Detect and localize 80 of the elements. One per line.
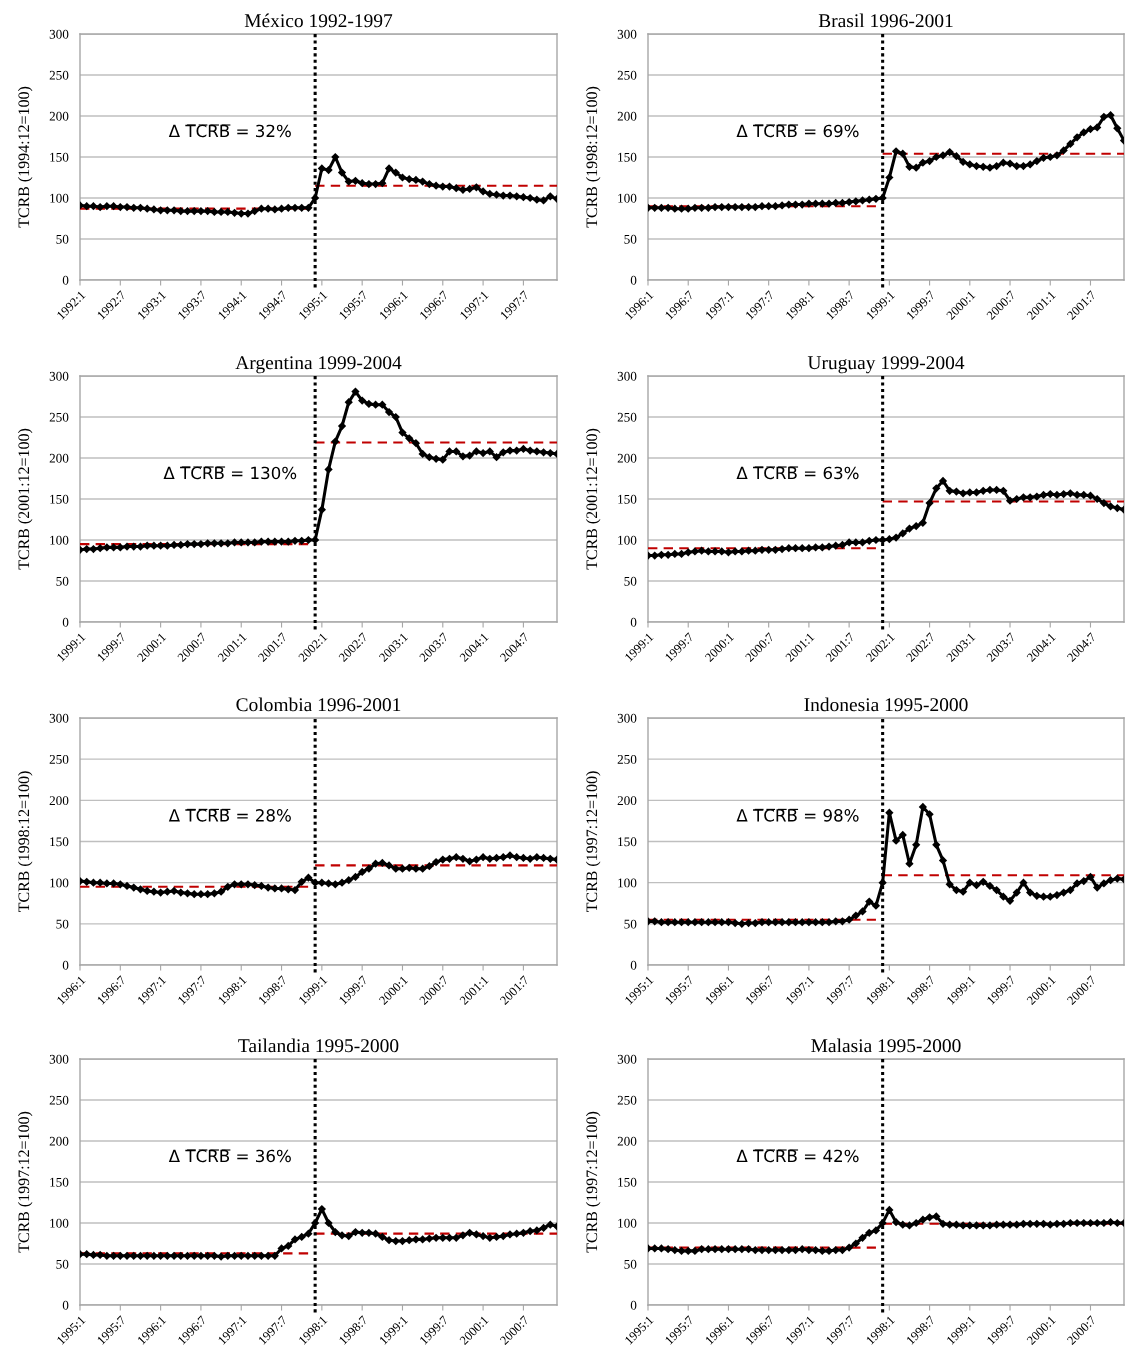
y-tick-label: 300 — [49, 371, 69, 381]
annotation: Δ T̅C̅R̅B̅ = 69% — [736, 124, 859, 138]
y-tick-label: 150 — [618, 1177, 637, 1187]
y-tick-label: 50 — [56, 576, 69, 586]
y-tick-label: 0 — [630, 960, 637, 970]
y-tick-label: 250 — [49, 1095, 69, 1105]
y-tick-label: 150 — [50, 152, 69, 162]
annotation: Δ T̅C̅R̅B̅ = 98% — [736, 808, 859, 822]
y-tick-label: 0 — [62, 1300, 69, 1310]
y-axis-title: TCRB (1998:12=100) — [585, 86, 601, 228]
y-tick-label: 200 — [49, 453, 69, 463]
y-tick-label: 0 — [630, 617, 637, 627]
y-tick-label: 250 — [617, 412, 637, 422]
y-tick-label: 150 — [618, 494, 637, 504]
y-tick-label: 200 — [49, 111, 69, 121]
y-tick-label: 50 — [56, 1259, 69, 1269]
y-tick-label: 0 — [62, 275, 69, 285]
y-tick-label: 300 — [617, 371, 637, 381]
annotation: Δ T̅C̅R̅B̅ = 63% — [736, 466, 859, 480]
y-tick-label: 300 — [49, 29, 69, 39]
annotation: Δ T̅C̅R̅B̅ = 32% — [168, 124, 291, 138]
chart-title: Indonesia 1995-2000 — [804, 697, 968, 712]
chart-title: Tailandia 1995-2000 — [238, 1038, 399, 1053]
y-tick-label: 100 — [50, 535, 69, 545]
y-tick-label: 300 — [617, 1054, 637, 1064]
y-tick-label: 50 — [624, 1259, 637, 1269]
y-tick-label: 200 — [617, 1136, 637, 1146]
y-tick-label: 150 — [50, 494, 69, 504]
y-tick-label: 100 — [618, 878, 637, 888]
y-tick-label: 100 — [50, 193, 69, 203]
y-tick-label: 200 — [617, 453, 637, 463]
y-tick-label: 50 — [56, 234, 69, 244]
y-tick-label: 300 — [49, 1054, 69, 1064]
chart-title: Colombia 1996-2001 — [236, 697, 401, 712]
y-tick-label: 200 — [49, 796, 69, 806]
chart-title: Brasil 1996-2001 — [818, 13, 953, 28]
y-tick-label: 0 — [630, 1300, 637, 1310]
y-tick-label: 250 — [617, 70, 637, 80]
y-tick-label: 0 — [630, 275, 637, 285]
chart-title: Uruguay 1999-2004 — [807, 356, 965, 374]
y-tick-label: 100 — [50, 1218, 69, 1228]
y-tick-label: 200 — [617, 796, 637, 806]
y-axis-title: TCRB (2001:12=100) — [17, 428, 33, 570]
y-axis-title: TCRB (1994:12=100) — [17, 86, 33, 228]
y-tick-label: 100 — [618, 535, 637, 545]
y-axis-title: TCRB (1997:12=100) — [585, 1111, 601, 1253]
chart-title: Argentina 1999-2004 — [235, 356, 402, 374]
y-tick-label: 250 — [617, 754, 637, 764]
y-tick-label: 50 — [624, 234, 637, 244]
y-tick-label: 50 — [624, 576, 637, 586]
annotation: Δ T̅C̅R̅B̅ = 42% — [736, 1149, 859, 1163]
annotation: Δ T̅C̅R̅B̅ = 130% — [163, 466, 297, 480]
y-tick-label: 300 — [617, 29, 637, 39]
y-tick-label: 300 — [49, 713, 69, 723]
annotation: Δ T̅C̅R̅B̅ = 28% — [168, 808, 291, 822]
y-tick-label: 50 — [624, 919, 637, 929]
y-tick-label: 250 — [49, 70, 69, 80]
y-tick-label: 50 — [56, 919, 69, 929]
y-tick-label: 150 — [50, 1177, 69, 1187]
y-tick-label: 100 — [50, 878, 69, 888]
chart-title: Malasia 1995-2000 — [811, 1038, 961, 1053]
chart-title: México 1992-1997 — [244, 13, 393, 28]
y-axis-title: TCRB (1997:12=100) — [17, 1111, 33, 1253]
y-tick-label: 150 — [618, 152, 637, 162]
annotation: Δ T̅C̅R̅B̅ = 36% — [168, 1149, 291, 1163]
y-tick-label: 150 — [50, 837, 69, 847]
y-tick-label: 0 — [62, 960, 69, 970]
y-tick-label: 0 — [62, 617, 69, 627]
y-axis-title: TCRB (1998:12=100) — [17, 771, 33, 913]
y-tick-label: 100 — [618, 1218, 637, 1228]
y-tick-label: 200 — [49, 1136, 69, 1146]
y-axis-title: TCRB (2001:12=100) — [585, 428, 601, 570]
y-tick-label: 250 — [617, 1095, 637, 1105]
y-tick-label: 250 — [49, 754, 69, 764]
y-tick-label: 200 — [617, 111, 637, 121]
y-tick-label: 150 — [618, 837, 637, 847]
y-tick-label: 250 — [49, 412, 69, 422]
y-tick-label: 300 — [617, 713, 637, 723]
y-axis-title: TCRB (1997:12=100) — [585, 771, 601, 913]
y-tick-label: 100 — [618, 193, 637, 203]
